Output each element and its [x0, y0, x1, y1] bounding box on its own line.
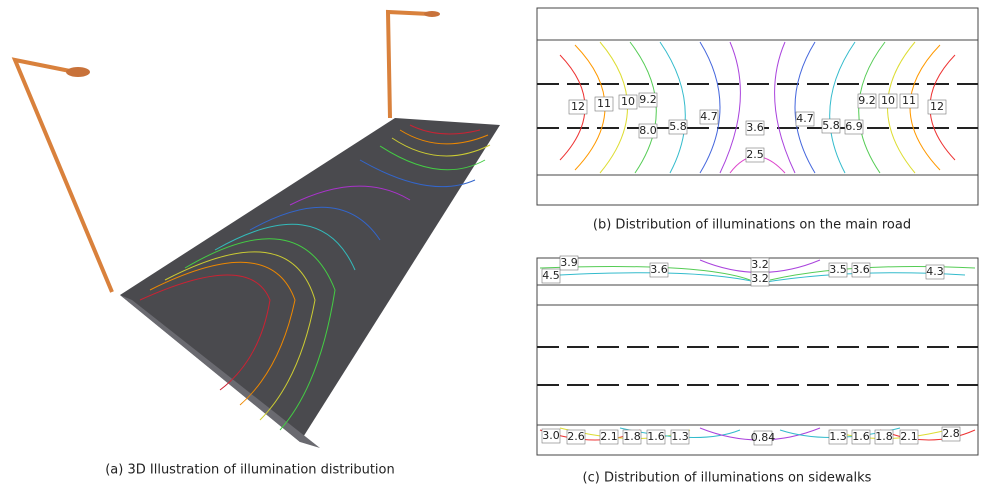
caption: (c) Distribution of illuminations on sid… — [583, 471, 872, 486]
contour-label: 3.6 — [650, 263, 668, 276]
contour-label: 1.8 — [623, 430, 641, 443]
caption: (a) 3D Illustration of illumination dist… — [105, 463, 395, 478]
panel-b-main-road: 12 11 10 9.2 8.0 5.8 4.7 3.6 2.5 4.7 5.8 6.9 9.2 10 11… — [537, 8, 978, 233]
contour-label: 9.2 — [858, 94, 876, 107]
contour-label: 3.2 — [751, 258, 769, 271]
contour-label: 3.0 — [542, 429, 560, 442]
contour-label: 12 — [930, 100, 944, 113]
contour-label: 11 — [902, 94, 916, 107]
caption: (b) Distribution of illuminations on the… — [593, 218, 911, 233]
contour-label: 6.9 — [845, 120, 863, 133]
contour-label: 3.9 — [560, 256, 578, 269]
contours — [540, 260, 975, 440]
contour-label: 2.8 — [942, 427, 960, 440]
contour-label: 10 — [881, 94, 895, 107]
contour-label: 3.5 — [829, 263, 847, 276]
contour-label: 5.8 — [822, 119, 840, 132]
contour-label: 1.6 — [852, 430, 870, 443]
contour-label: 4.5 — [542, 269, 560, 282]
contour-label: 0.84 — [751, 431, 776, 444]
panel-c-sidewalks: 3.94.5 3.6 3.23.2 3.5 3.6 4.3 3.0 2.6 2.1 1.8 1.6 1… — [537, 256, 978, 486]
contour-label: 5.8 — [669, 120, 687, 133]
contour-label: 1.3 — [829, 430, 847, 443]
contour-label: 4.7 — [700, 110, 718, 123]
contour-label: 3.2 — [751, 272, 769, 285]
contour-label: 9.2 — [639, 93, 657, 106]
contour-label: 1.6 — [647, 430, 665, 443]
figure: (a) 3D Illustration of illumination dist… — [0, 0, 982, 488]
panel-a-illustration: (a) 3D Illustration of illumination dist… — [15, 11, 500, 478]
contour-label: 1.8 — [875, 430, 893, 443]
contour-label: 12 — [571, 100, 585, 113]
contour-label: 4.3 — [926, 265, 944, 278]
contour-label: 10 — [621, 95, 635, 108]
contour-label: 1.3 — [671, 430, 689, 443]
contour-label: 3.6 — [746, 121, 764, 134]
contour-label: 2.1 — [600, 430, 618, 443]
contour-label: 11 — [597, 97, 611, 110]
contour-label: 4.7 — [796, 112, 814, 125]
contour-label: 2.6 — [567, 430, 585, 443]
contour-label: 2.5 — [746, 148, 764, 161]
contour-label: 8.0 — [639, 124, 657, 137]
contour-label: 2.1 — [900, 430, 918, 443]
contour-label: 3.6 — [852, 263, 870, 276]
